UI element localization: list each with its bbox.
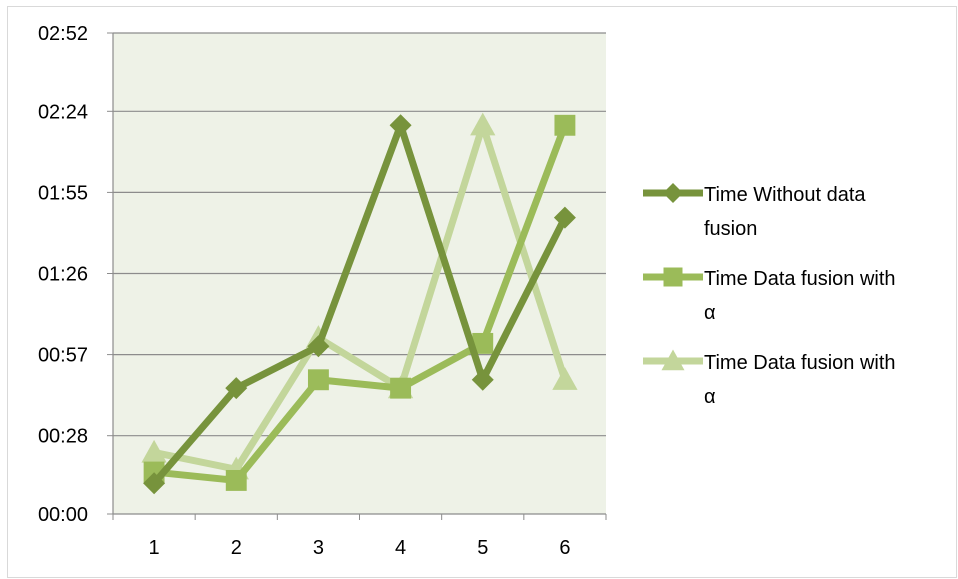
y-tick-label: 02:24 — [38, 101, 88, 123]
square-marker — [663, 267, 683, 287]
triangle-marker — [141, 439, 167, 463]
x-tick-label: 1 — [149, 537, 160, 559]
legend-label: α — [704, 386, 716, 408]
legend: Time Without data fusion Time Data fusion … — [643, 183, 896, 408]
diamond-marker — [307, 335, 330, 358]
legend-label: Time Without data — [704, 184, 866, 206]
x-tick-label: 4 — [395, 537, 406, 559]
diamond-marker — [143, 472, 166, 495]
series-2 — [143, 114, 576, 491]
legend-label: fusion — [704, 218, 757, 240]
legend-item-2: Time Data fusion with α — [643, 267, 896, 324]
legend-label: α — [704, 302, 716, 324]
y-tick-label: 00:57 — [38, 345, 88, 367]
gridlines — [113, 32, 606, 437]
square-marker — [307, 369, 329, 391]
legend-item-1: Time Without data fusion — [643, 183, 866, 240]
y-tick-label: 01:55 — [38, 182, 88, 204]
square-marker — [225, 469, 247, 491]
series-line — [151, 121, 569, 486]
x-tick-label: 2 — [231, 537, 242, 559]
square-marker — [554, 114, 576, 136]
square-marker — [390, 377, 412, 399]
x-tick-label: 3 — [313, 537, 324, 559]
triangle-marker — [470, 112, 496, 136]
x-tick-label: 5 — [477, 537, 488, 559]
y-tick-label: 01:26 — [38, 264, 88, 286]
y-tick-label: 00:28 — [38, 426, 88, 448]
series-layer — [141, 112, 578, 495]
y-tick-label: 02:52 — [38, 23, 88, 45]
diamond-marker — [225, 377, 248, 400]
legend-item-3: Time Data fusion with α — [643, 349, 896, 408]
legend-label: Time Data fusion with — [704, 268, 896, 290]
y-tick-label: 00:00 — [38, 504, 88, 526]
series-line — [153, 124, 569, 484]
triangle-marker — [661, 349, 685, 371]
square-marker — [472, 332, 494, 354]
triangle-marker — [552, 367, 578, 390]
diamond-marker — [553, 206, 576, 229]
diamond-marker — [471, 368, 494, 391]
axes: 00:00 00:28 00:57 01:26 01:55 02:24 02:52 1 2 3 4 5… — [38, 23, 607, 559]
series-1 — [143, 114, 576, 495]
x-tick-label: 6 — [559, 537, 570, 559]
diamond-marker — [389, 114, 412, 137]
legend-label: Time Data fusion with — [704, 352, 896, 374]
diamond-marker — [663, 183, 683, 203]
series-line — [153, 121, 569, 473]
